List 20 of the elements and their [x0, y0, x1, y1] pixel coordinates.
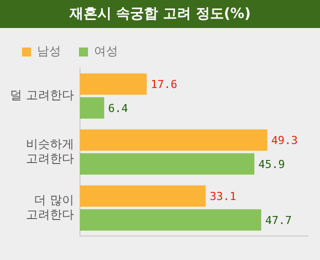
chart-title: 재혼시 속궁합 고려 정도(%): [0, 0, 320, 28]
bar: [80, 153, 254, 175]
data-label: 47.7: [265, 214, 292, 227]
category-label: 고려한다: [26, 151, 74, 166]
category-label: 덜 고려한다: [10, 88, 74, 102]
category-label: 비슷하게: [26, 136, 74, 151]
bar: [80, 129, 268, 151]
bar: [80, 73, 147, 95]
bar: [80, 97, 104, 119]
data-label: 33.1: [210, 190, 236, 203]
category-label: 고려한다: [26, 207, 74, 222]
legend-label: 여성: [94, 44, 118, 58]
data-label: 6.4: [108, 102, 128, 115]
legend-label: 남성: [37, 44, 61, 58]
data-label: 49.3: [271, 134, 298, 147]
data-label: 45.9: [258, 158, 285, 171]
data-label: 17.6: [150, 78, 178, 91]
bar: [80, 209, 262, 231]
bar: [80, 185, 206, 207]
category-label: 더 많이: [34, 192, 74, 207]
